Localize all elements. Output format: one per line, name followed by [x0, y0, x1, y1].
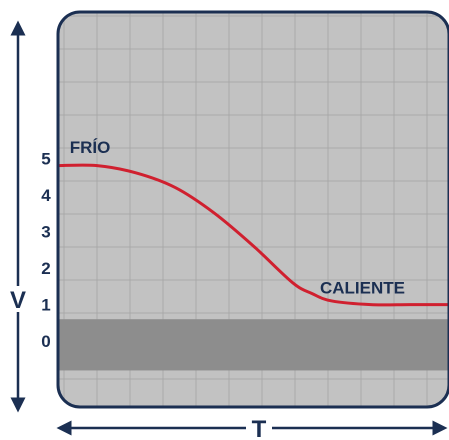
y-tick-label: 1 [41, 296, 50, 315]
y-tick-label: 2 [41, 259, 50, 278]
plot-border [56, 10, 449, 409]
annotations: FRÍO CALIENTE [70, 138, 405, 298]
y-tick-label: 0 [41, 332, 50, 351]
annotation-label: FRÍO [70, 138, 111, 157]
annotation-label: CALIENTE [320, 279, 405, 298]
y-tick-label: 5 [41, 149, 50, 168]
series-line [58, 163, 449, 307]
zero-band [58, 319, 449, 371]
y-axis-label: V [10, 287, 26, 314]
y-tick-label: 3 [41, 222, 50, 241]
x-axis-label: T [252, 416, 267, 440]
y-tick-label: 4 [41, 186, 51, 205]
y-tick-labels: 0 1 2 3 4 5 [41, 149, 51, 351]
plot-area [58, 12, 449, 407]
